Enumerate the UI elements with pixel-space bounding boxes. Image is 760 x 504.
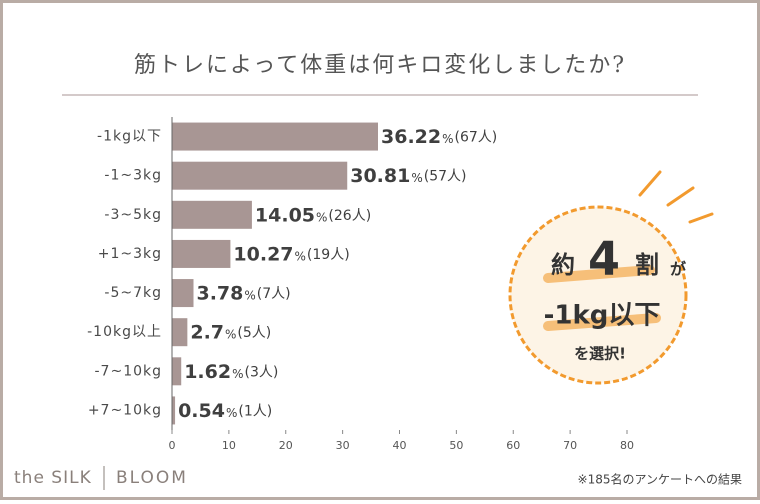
callout: 約 4 割 が -1kg以下 を選択!: [508, 170, 714, 385]
bar: [172, 357, 182, 386]
value-unit: %: [232, 367, 243, 381]
count-label: (26人): [328, 208, 371, 224]
value-label: 10.27: [233, 243, 293, 265]
x-tick-label: 10: [222, 439, 236, 452]
bar: [172, 396, 176, 425]
value-unit: %: [225, 328, 236, 342]
value-unit: %: [316, 210, 327, 224]
x-tick-label: 30: [336, 439, 350, 452]
value-label: 1.62: [184, 361, 231, 383]
count-label: (7人): [257, 286, 291, 302]
value-unit: %: [226, 406, 237, 420]
count-label: (57人): [424, 169, 467, 185]
value-unit: %: [411, 171, 422, 185]
brand: the SILK: [14, 468, 92, 488]
bar: [172, 122, 379, 151]
callout-text: を選択!: [574, 345, 626, 363]
y-tick-label: +1~3kg: [98, 246, 162, 262]
y-tick-label: -3~5kg: [104, 207, 162, 223]
brand: BLOOM: [116, 468, 188, 488]
x-tick-label: 20: [279, 439, 293, 452]
count-label: (3人): [245, 364, 279, 380]
count-label: (67人): [455, 130, 498, 146]
value-unit: %: [442, 132, 453, 146]
count-label: (19人): [307, 247, 350, 263]
callout-text: 約: [551, 251, 575, 279]
bar: [172, 318, 188, 347]
value-label: 3.78: [196, 283, 243, 305]
value-unit: %: [244, 289, 255, 303]
callout-text: 割: [635, 251, 659, 279]
value-unit: %: [295, 249, 306, 263]
y-tick-label: -5~7kg: [104, 285, 162, 301]
x-tick-label: 40: [393, 439, 407, 452]
x-tick-label: 60: [506, 439, 520, 452]
value-label: 36.22: [381, 126, 441, 148]
value-label: 14.05: [255, 204, 315, 226]
x-tick-label: 80: [620, 439, 634, 452]
y-tick-label: -10kg以上: [87, 324, 162, 340]
value-label: 30.81: [350, 165, 410, 187]
value-label: 2.7: [190, 322, 224, 344]
bar: [172, 239, 231, 268]
x-tick-label: 50: [449, 439, 463, 452]
x-tick-label: 70: [563, 439, 577, 452]
y-tick-label: -7~10kg: [95, 363, 163, 379]
y-tick-label: -1~3kg: [104, 168, 162, 184]
value-label: 0.54: [178, 400, 225, 422]
chart-title: 筋トレによって体重は何キロ変化しましたか?: [134, 53, 626, 78]
bar: [172, 161, 348, 190]
y-tick-label: +7~10kg: [88, 402, 162, 418]
count-label: (5人): [237, 325, 271, 341]
note: ※185名のアンケートへの結果: [578, 472, 742, 487]
callout-text: が: [670, 260, 686, 279]
callout-text: -1kg以下: [544, 301, 661, 331]
count-label: (1人): [238, 403, 272, 419]
x-tick-label: 0: [169, 439, 176, 452]
callout-text: 4: [588, 232, 620, 286]
bar: [172, 200, 252, 229]
bar: [172, 279, 194, 308]
y-tick-label: -1kg以下: [97, 129, 162, 145]
